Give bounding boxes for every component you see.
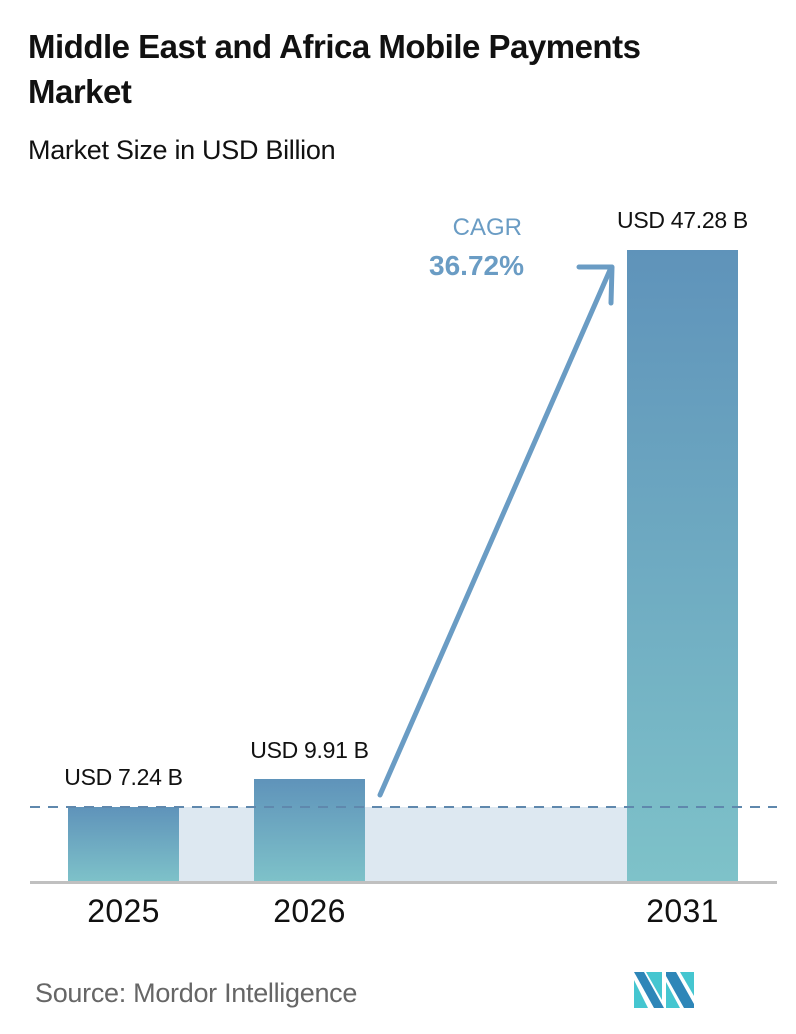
x-label-2031: 2031 [646,893,719,929]
cagr-arrow-icon [377,264,615,798]
bar-2031 [627,250,738,882]
mordor-intelligence-logo-icon [634,972,694,1008]
chart-title: Middle East and Africa Mobile Payments M… [28,28,641,110]
bar-label-2026: USD 9.91 B [250,737,369,763]
chart-subtitle: Market Size in USD Billion [28,135,336,165]
x-axis-line [30,881,777,884]
bar-label-2031: USD 47.28 B [617,207,748,233]
source-text: Source: Mordor Intelligence [35,978,358,1008]
bar-label-2025: USD 7.24 B [64,764,183,790]
cagr-value: 36.72% [429,250,524,281]
bar-2025 [68,807,179,882]
bar-2026 [254,779,365,882]
cagr-label: CAGR [452,214,522,241]
x-label-2025: 2025 [87,893,160,929]
x-label-2026: 2026 [273,893,346,929]
reference-band [179,807,627,882]
